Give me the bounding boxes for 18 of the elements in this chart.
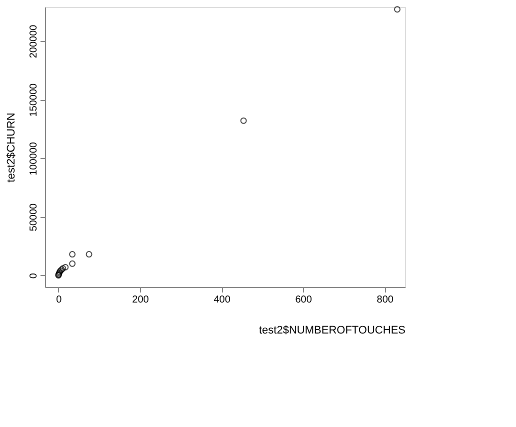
x-tick-label: 600 [295, 294, 312, 306]
y-tick-label: 100000 [28, 142, 40, 176]
point [69, 251, 76, 258]
point [69, 260, 76, 267]
y-tick-label: 50000 [28, 202, 40, 232]
y-tick-label: 200000 [28, 24, 40, 58]
point [62, 264, 69, 270]
point [86, 251, 92, 258]
point [394, 6, 400, 13]
point [240, 117, 247, 124]
x-axis-title: test2$NUMBEROFTOUCHES [259, 324, 406, 336]
x-tick-label: 200 [132, 294, 150, 306]
y-tick-label: 150000 [28, 82, 40, 117]
x-tick-label: 400 [214, 294, 231, 306]
y-axis-title: test2$CHURN [6, 112, 18, 182]
x-tick-label: 800 [376, 294, 394, 306]
x-tick-label: 0 [56, 294, 62, 306]
y-tick-label: 0 [28, 272, 40, 279]
